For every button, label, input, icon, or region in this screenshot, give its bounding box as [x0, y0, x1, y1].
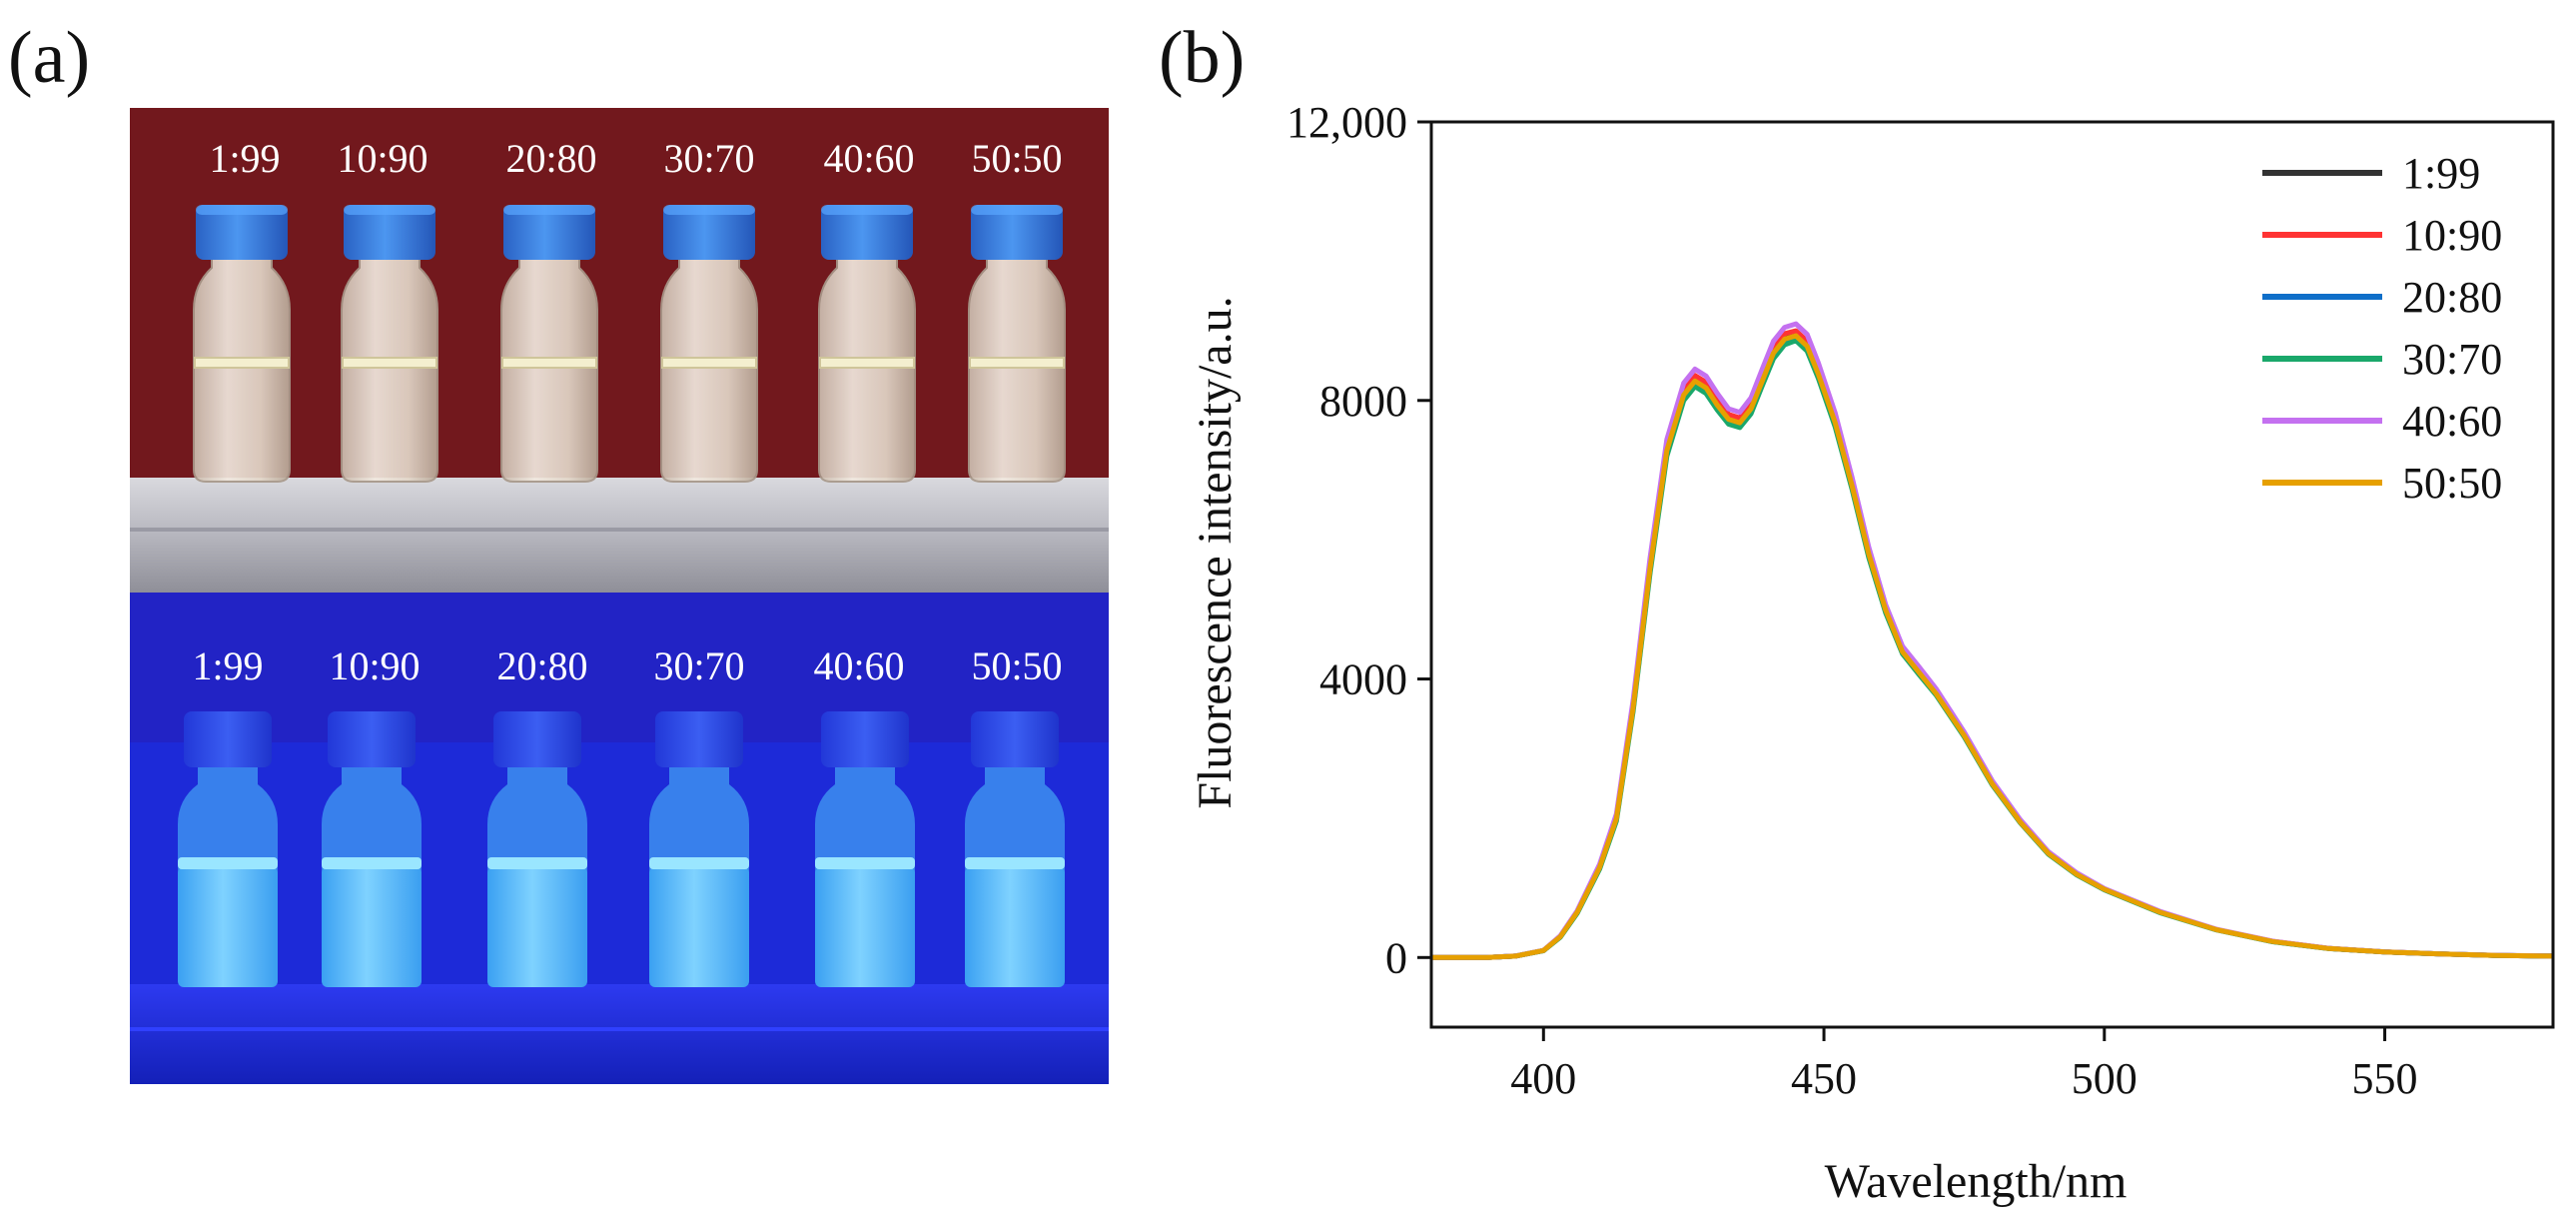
legend-item: 20:80: [2262, 273, 2502, 322]
uv-vial: [815, 711, 915, 987]
vial-glow-liquid: [178, 867, 278, 987]
vial-meniscus: [194, 357, 290, 369]
vial-glow-liquid: [815, 867, 915, 987]
y-tick-label: 4000: [1319, 655, 1407, 704]
vial-cap: [493, 711, 581, 767]
legend-label: 50:50: [2402, 459, 2502, 508]
daylight-vial-label: 1:99: [209, 136, 280, 181]
vial-glow-ring: [815, 857, 915, 869]
vial-cap: [655, 711, 743, 767]
vial-cap: [971, 205, 1063, 260]
legend-item: 40:60: [2262, 397, 2502, 446]
plot-frame: [1429, 120, 2555, 1029]
vial-glow-ring: [322, 857, 422, 869]
vial-cap-top: [663, 205, 755, 215]
legend-label: 10:90: [2402, 211, 2502, 260]
vial-cap: [184, 711, 272, 767]
vial-cap: [503, 205, 595, 260]
vial-glow-liquid: [649, 867, 749, 987]
uv-vial: [965, 711, 1065, 987]
uv-vial-label: 10:90: [329, 643, 420, 688]
vial-glow-ring: [649, 857, 749, 869]
series-line: [1431, 333, 2554, 960]
daylight-vial-label: 50:50: [971, 136, 1062, 181]
uv-vial: [649, 711, 749, 987]
legend-label: 30:70: [2402, 335, 2502, 384]
vial-meniscus: [342, 357, 437, 369]
daylight-vial: [660, 205, 758, 483]
daylight-vial: [500, 205, 598, 483]
legend-label: 40:60: [2402, 397, 2502, 446]
legend-label: 1:99: [2402, 149, 2480, 198]
y-tick-label: 0: [1385, 933, 1407, 982]
daylight-vial-label: 10:90: [337, 136, 428, 181]
daylight-vial: [968, 205, 1066, 483]
legend-item: 30:70: [2262, 335, 2502, 384]
uv-vial: [487, 711, 587, 987]
daylight-vial: [341, 205, 438, 483]
x-tick-label: 500: [2072, 1054, 2138, 1103]
vial-glow-ring: [178, 857, 278, 869]
vial-glow-ring: [487, 857, 587, 869]
uv-vial-label: 1:99: [192, 643, 263, 688]
panel-a-label: (a): [8, 17, 90, 99]
vial-meniscus: [969, 357, 1065, 369]
vial-cap-top: [503, 205, 595, 215]
uv-vial: [178, 711, 278, 987]
x-tick-label: 400: [1510, 1054, 1576, 1103]
vial-cap: [663, 205, 755, 260]
uv-vial-label: 50:50: [971, 643, 1062, 688]
y-axis-title: Fluorescence intensity/a.u.: [1189, 296, 1242, 808]
vial-cap-top: [821, 205, 913, 215]
panel-b-label: (b): [1159, 17, 1245, 99]
y-tick-label: 12,000: [1287, 98, 1407, 147]
daylight-vial: [818, 205, 916, 483]
vial-cap-top: [196, 205, 288, 215]
daylight-vial-label: 30:70: [663, 136, 754, 181]
daylight-shelf: [130, 478, 1109, 593]
daylight-background: [130, 108, 1109, 480]
uv-vial-label: 30:70: [653, 643, 744, 688]
legend-item: 10:90: [2262, 211, 2502, 260]
x-tick-label: 450: [1791, 1054, 1857, 1103]
vial-meniscus: [819, 357, 915, 369]
vial-cap: [344, 205, 435, 260]
x-axis-title: Wavelength/nm: [1825, 1155, 2128, 1208]
vial-cap: [821, 711, 909, 767]
vial-meniscus: [501, 357, 597, 369]
vial-cap: [196, 205, 288, 260]
legend-item: 50:50: [2262, 459, 2502, 508]
vial-glow-liquid: [487, 867, 587, 987]
daylight-background-shade: [130, 108, 1109, 480]
vial-cap-top: [344, 205, 435, 215]
vial-meniscus: [661, 357, 757, 369]
daylight-vial: [193, 205, 291, 483]
uv-vial: [322, 711, 422, 987]
uv-shelf: [130, 984, 1109, 1084]
legend-item: 1:99: [2262, 149, 2480, 198]
vial-cap: [821, 205, 913, 260]
daylight-vial-label: 20:80: [505, 136, 596, 181]
uv-vial-label: 40:60: [813, 643, 904, 688]
vial-glow-liquid: [965, 867, 1065, 987]
uv-background-shade: [130, 593, 1109, 742]
x-tick-label: 550: [2352, 1054, 2418, 1103]
legend-label: 20:80: [2402, 273, 2502, 322]
vial-cap: [971, 711, 1059, 767]
vial-cap-top: [971, 205, 1063, 215]
daylight-vial-label: 40:60: [823, 136, 914, 181]
vial-cap: [328, 711, 416, 767]
uv-vial-label: 20:80: [496, 643, 587, 688]
fluorescence-chart: Fluorescence intensity/a.u. Wavelength/n…: [1189, 98, 2555, 1208]
vial-glow-liquid: [322, 867, 422, 987]
y-tick-label: 8000: [1319, 377, 1407, 426]
vial-glow-ring: [965, 857, 1065, 869]
vial-photo: 1:99 10:90 20:80 30:70 40:60 50:50 1:99 10:90 2…: [130, 108, 1109, 1084]
